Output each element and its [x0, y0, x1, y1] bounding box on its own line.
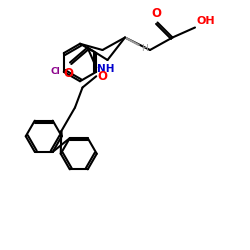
Text: H: H — [141, 44, 148, 53]
Text: NH: NH — [98, 64, 115, 74]
Text: OH: OH — [196, 16, 215, 26]
Text: O: O — [63, 67, 73, 80]
Text: O: O — [151, 6, 161, 20]
Text: O: O — [98, 70, 108, 82]
Text: Cl: Cl — [50, 67, 60, 76]
